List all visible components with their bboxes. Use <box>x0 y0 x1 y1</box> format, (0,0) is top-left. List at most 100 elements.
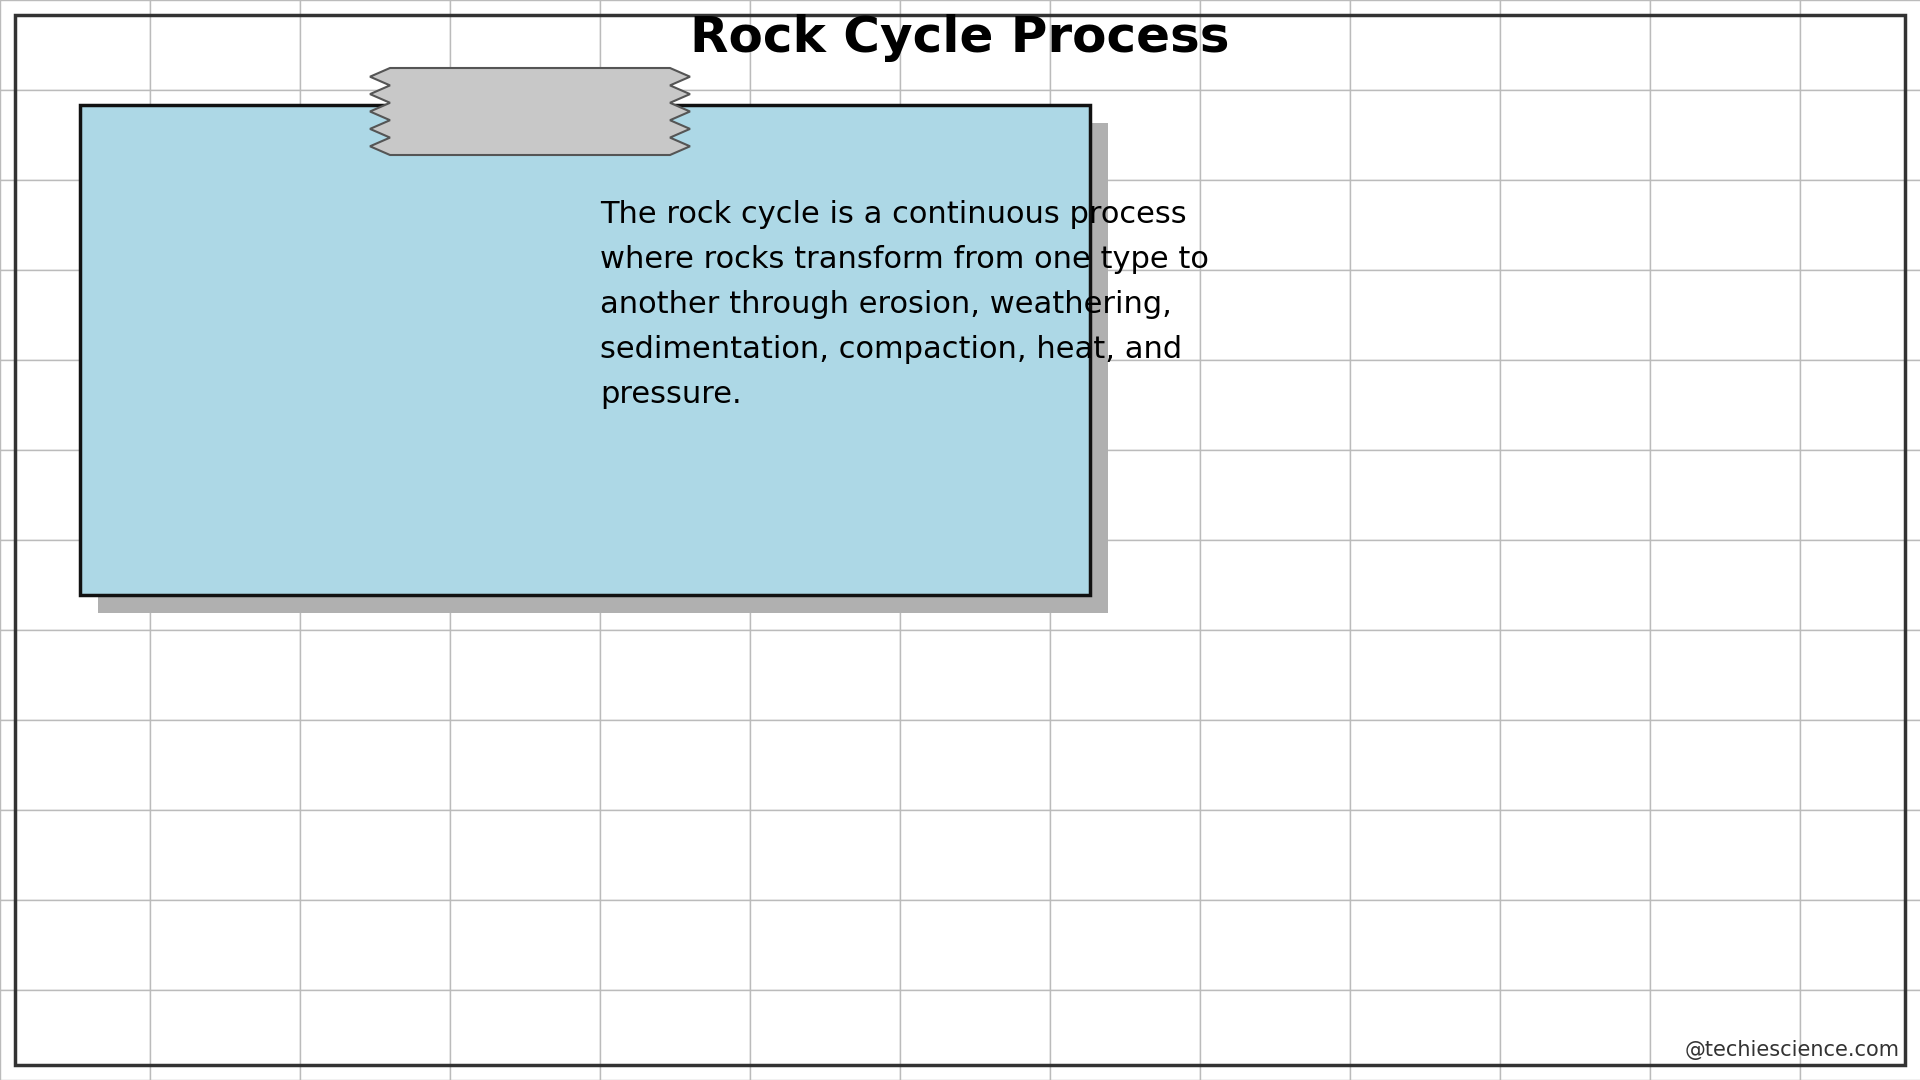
Bar <box>751 180 900 270</box>
Bar <box>1050 720 1200 810</box>
Bar <box>599 180 751 270</box>
Bar <box>449 900 599 990</box>
Bar <box>449 360 599 450</box>
Bar <box>1350 810 1500 900</box>
Bar <box>1050 180 1200 270</box>
Bar <box>300 720 449 810</box>
Bar <box>1200 900 1350 990</box>
Bar <box>1500 90 1649 180</box>
Bar <box>1050 540 1200 630</box>
Bar <box>1801 90 1920 180</box>
Bar <box>1350 540 1500 630</box>
Bar <box>1050 360 1200 450</box>
Bar <box>1500 450 1649 540</box>
Bar <box>900 810 1050 900</box>
Bar <box>1200 270 1350 360</box>
Bar <box>751 270 900 360</box>
Bar <box>150 810 300 900</box>
Bar <box>1649 0 1801 90</box>
Bar <box>449 990 599 1080</box>
Bar <box>1649 720 1801 810</box>
Bar <box>599 630 751 720</box>
Bar <box>0 990 150 1080</box>
Bar <box>449 630 599 720</box>
Bar <box>1200 630 1350 720</box>
Bar <box>150 0 300 90</box>
Bar <box>751 630 900 720</box>
Bar <box>900 0 1050 90</box>
Bar <box>1801 0 1920 90</box>
Bar <box>150 180 300 270</box>
Bar <box>300 360 449 450</box>
Bar <box>1500 810 1649 900</box>
Bar <box>0 90 150 180</box>
Bar <box>0 720 150 810</box>
Bar <box>150 900 300 990</box>
Bar <box>900 540 1050 630</box>
Bar <box>1649 270 1801 360</box>
Bar <box>1050 270 1200 360</box>
Polygon shape <box>371 68 689 156</box>
Bar <box>449 180 599 270</box>
Bar <box>0 540 150 630</box>
Bar <box>1500 270 1649 360</box>
Bar <box>300 900 449 990</box>
Bar <box>150 270 300 360</box>
Bar <box>751 720 900 810</box>
Bar <box>150 450 300 540</box>
Bar <box>900 630 1050 720</box>
Bar <box>1350 720 1500 810</box>
Bar <box>150 540 300 630</box>
Bar <box>98 123 1108 613</box>
Bar <box>0 900 150 990</box>
Text: The rock cycle is a continuous process
where rocks transform from one type to
an: The rock cycle is a continuous process w… <box>599 200 1210 409</box>
Bar <box>599 270 751 360</box>
Bar <box>1801 540 1920 630</box>
Bar <box>599 900 751 990</box>
Bar <box>751 810 900 900</box>
Bar <box>449 270 599 360</box>
Bar <box>1801 990 1920 1080</box>
Bar <box>751 990 900 1080</box>
Bar <box>1350 630 1500 720</box>
Bar <box>1649 360 1801 450</box>
Bar <box>599 720 751 810</box>
Bar <box>449 720 599 810</box>
Bar <box>599 0 751 90</box>
Bar <box>1350 450 1500 540</box>
Bar <box>1801 360 1920 450</box>
Bar <box>449 90 599 180</box>
Bar <box>81 105 1091 595</box>
Bar <box>449 450 599 540</box>
Bar <box>150 720 300 810</box>
Bar <box>150 360 300 450</box>
Bar <box>751 450 900 540</box>
Bar <box>300 810 449 900</box>
Bar <box>1350 180 1500 270</box>
Bar <box>0 270 150 360</box>
Bar <box>150 630 300 720</box>
Bar <box>0 180 150 270</box>
Bar <box>1801 180 1920 270</box>
Bar <box>1200 540 1350 630</box>
Bar <box>1050 810 1200 900</box>
Bar <box>449 540 599 630</box>
Bar <box>0 360 150 450</box>
Bar <box>1200 360 1350 450</box>
Bar <box>900 360 1050 450</box>
Bar <box>1050 630 1200 720</box>
Bar <box>1200 720 1350 810</box>
Bar <box>1801 900 1920 990</box>
Bar <box>0 630 150 720</box>
Bar <box>1500 0 1649 90</box>
Bar <box>751 90 900 180</box>
Bar <box>300 450 449 540</box>
Bar <box>449 0 599 90</box>
Bar <box>751 540 900 630</box>
Bar <box>1500 630 1649 720</box>
Bar <box>1801 720 1920 810</box>
Bar <box>900 270 1050 360</box>
Bar <box>1500 990 1649 1080</box>
Bar <box>1801 810 1920 900</box>
Bar <box>0 450 150 540</box>
